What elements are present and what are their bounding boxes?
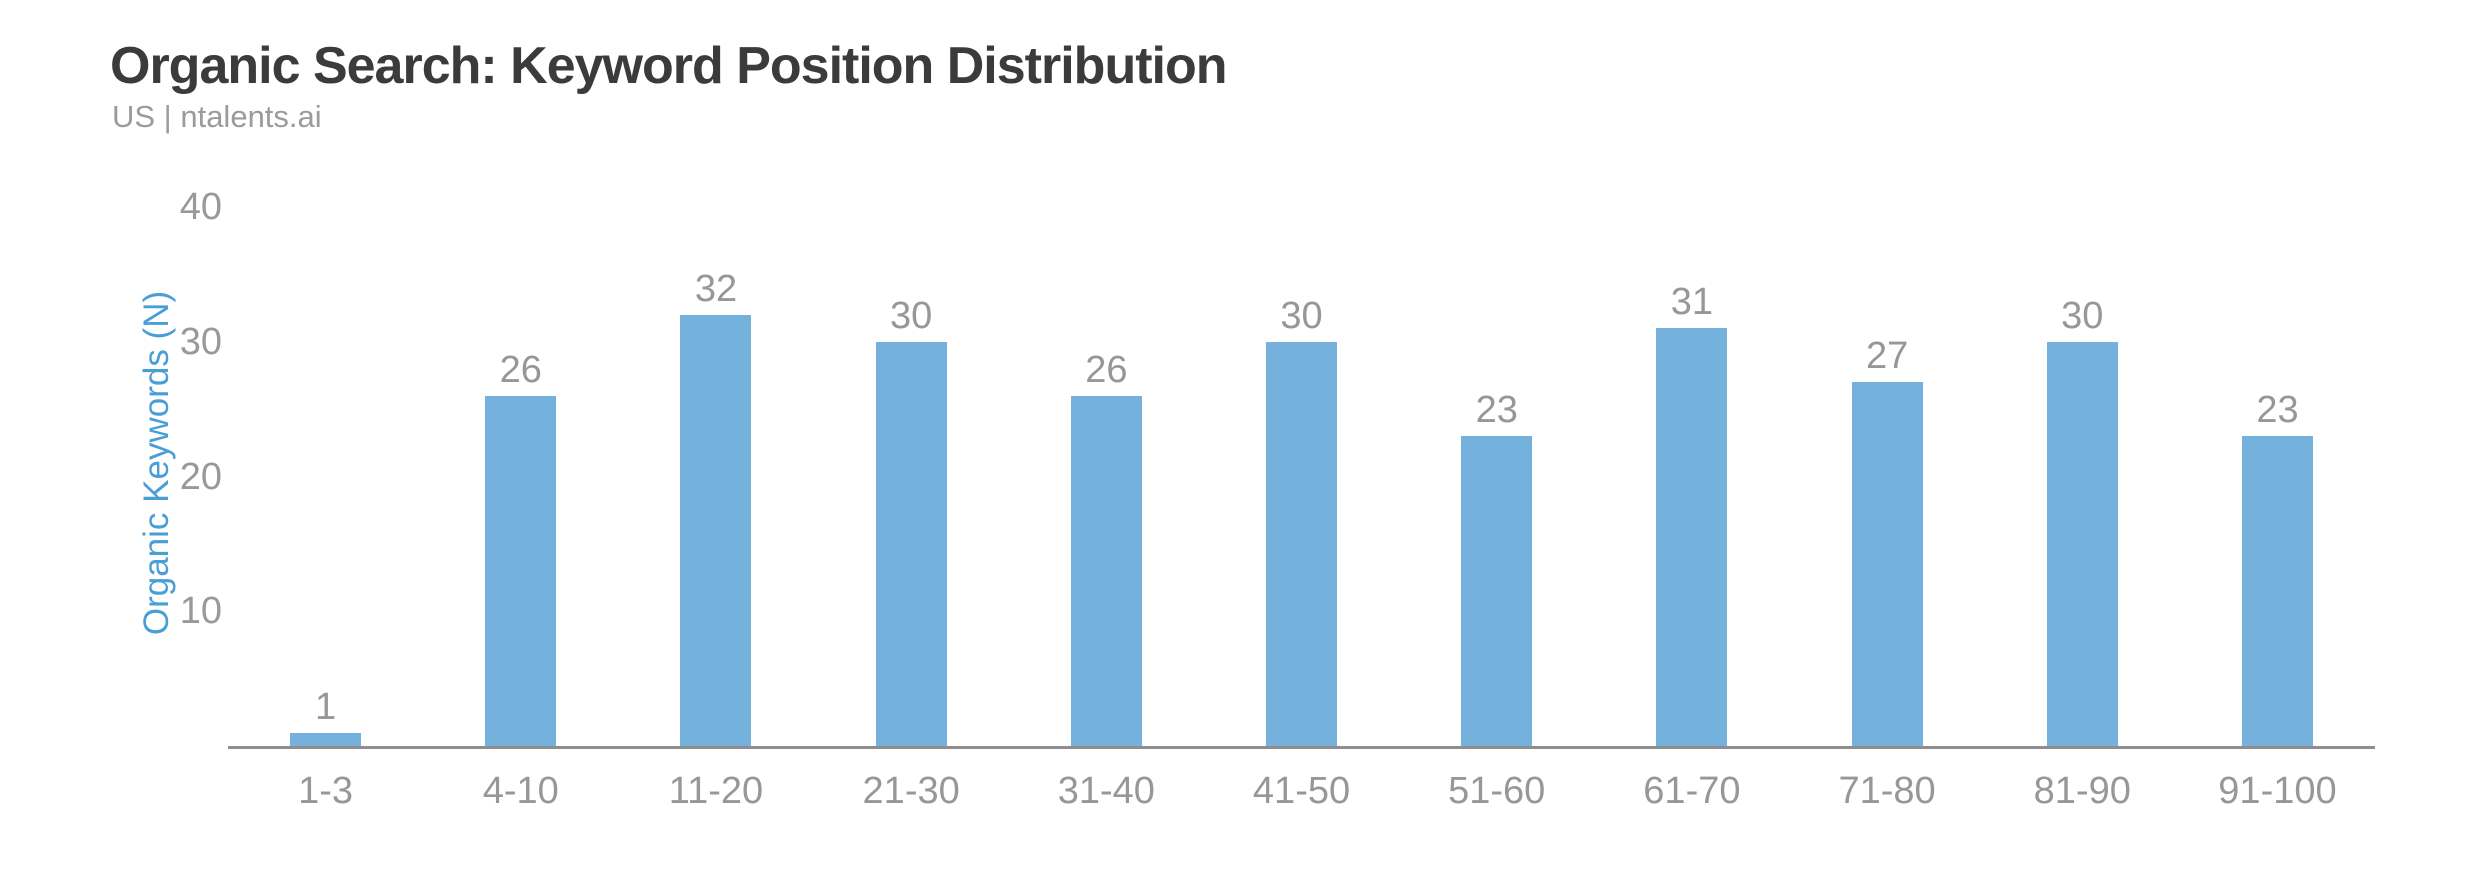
bar: [1266, 342, 1338, 746]
bar: [1851, 382, 1923, 746]
bar-value-label: 32: [694, 268, 738, 310]
bar-slot: 30: [814, 207, 1009, 746]
x-tick-label: 81-90: [2033, 770, 2131, 812]
bar-slot: 30: [1985, 207, 2180, 746]
x-tick-label: 11-20: [668, 770, 764, 812]
bar-value-label: 31: [1670, 281, 1714, 323]
bar: [1461, 436, 1533, 746]
bar: [485, 396, 557, 746]
bar-slot: 26: [423, 207, 618, 746]
x-axis-labels: 1-3 4-10 11-20 21-30 31-40 41-50 51-60 6…: [228, 749, 2375, 813]
chart-subtitle: US | ntalents.ai: [112, 99, 322, 134]
bar: [680, 315, 752, 746]
bar: [290, 733, 362, 746]
bar-slot: 32: [618, 207, 813, 746]
x-tick-label: 4-10: [482, 770, 559, 812]
bar-slot: 30: [1204, 207, 1399, 746]
y-axis-ticks: 10 20 30 40: [0, 188, 222, 746]
x-tick-label: 41-50: [1252, 770, 1351, 812]
bar-value-label: 23: [2256, 389, 2299, 431]
x-tick-label: 91-100: [2218, 770, 2337, 812]
x-tick-label: 61-70: [1643, 770, 1741, 812]
bar-value-label: 30: [890, 295, 933, 337]
bar: [1656, 328, 1728, 746]
bar-value-label: 1: [315, 686, 337, 728]
y-tick-label: 30: [179, 320, 222, 363]
y-tick-label: 20: [179, 455, 222, 498]
bar-value-label: 26: [499, 349, 542, 391]
bar-value-label: 26: [1085, 349, 1128, 391]
x-tick-label: 71-80: [1838, 770, 1936, 812]
bar-slot: 1: [228, 207, 423, 746]
x-tick-label: 31-40: [1057, 770, 1155, 812]
x-tick-label: 51-60: [1448, 770, 1546, 812]
y-tick-label: 10: [179, 590, 222, 633]
bar-slot: 23: [1399, 207, 1594, 746]
bar-slot: 23: [2180, 207, 2375, 746]
y-tick-label: 40: [179, 186, 222, 228]
bar-slot: 27: [1790, 207, 1985, 746]
x-axis-line: [228, 746, 2375, 749]
x-tick-label: 1-3: [298, 770, 354, 812]
bar-value-label: 30: [1280, 295, 1323, 337]
bar-value-label: 27: [1865, 335, 1909, 377]
bar: [1070, 396, 1142, 746]
bar-slot: 26: [1009, 207, 1204, 746]
bar: [2241, 436, 2313, 746]
chart-title: Organic Search: Keyword Position Distrib…: [110, 37, 1227, 95]
x-tick-label: 21-30: [862, 770, 960, 812]
bar-value-label: 30: [2061, 295, 2104, 337]
bar-value-label: 23: [1475, 389, 1518, 431]
plot-area: 1 26 32 30 26 30 23 31 27 30 23: [228, 207, 2375, 746]
bar-slot: 31: [1594, 207, 1789, 746]
bar: [875, 342, 947, 746]
bar: [2046, 342, 2118, 746]
